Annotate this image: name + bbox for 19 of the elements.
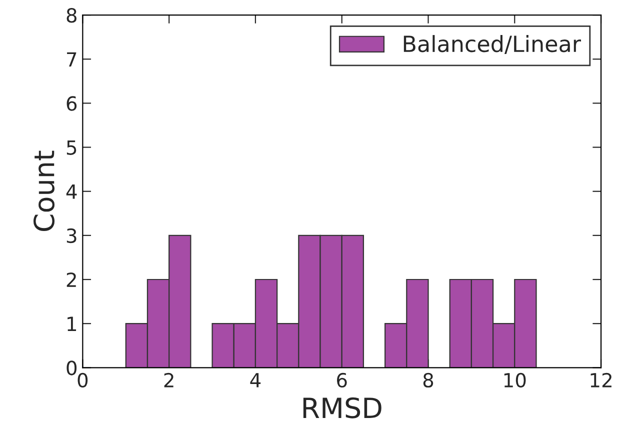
y-tick-label: 8 bbox=[66, 8, 76, 23]
y-tick-label: 7 bbox=[67, 52, 76, 67]
y-tick-label: 5 bbox=[66, 140, 76, 155]
x-tick-label: 6 bbox=[337, 372, 347, 388]
y-tick-label: 0 bbox=[66, 360, 77, 376]
x-tick-label: 12 bbox=[590, 372, 612, 388]
x-tick-label: 4 bbox=[250, 373, 261, 388]
legend-label: Balanced/Linear bbox=[404, 35, 582, 54]
y-tick-label: 2 bbox=[66, 272, 76, 287]
x-tick-label: 10 bbox=[504, 372, 526, 388]
x-tick-label: 0 bbox=[78, 372, 88, 388]
y-tick-label: 3 bbox=[66, 228, 76, 244]
y-tick-label: 6 bbox=[66, 96, 77, 111]
y-axis-title: Count bbox=[34, 150, 55, 232]
x-axis-title: RMSD bbox=[303, 397, 382, 418]
x-tick-label: 2 bbox=[164, 372, 174, 388]
y-tick-label: 1 bbox=[68, 316, 76, 331]
x-tick-label: 8 bbox=[423, 372, 434, 388]
y-tick-label: 4 bbox=[66, 184, 77, 199]
